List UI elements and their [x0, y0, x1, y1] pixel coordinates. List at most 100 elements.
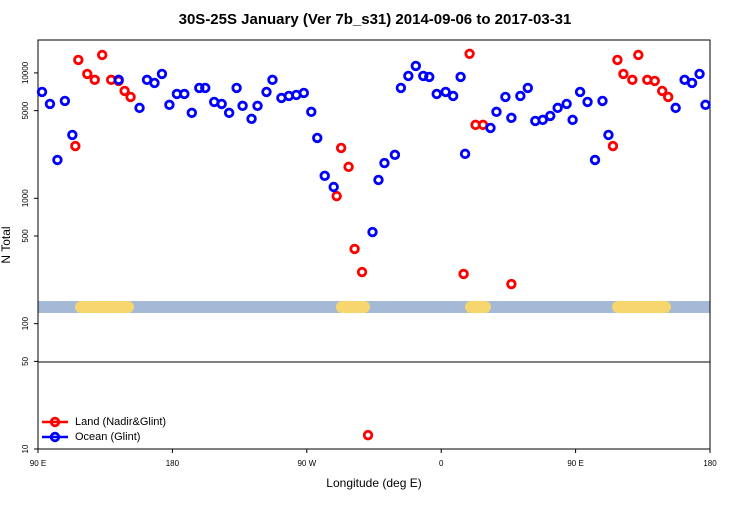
- point: [331, 190, 342, 202]
- point: [694, 68, 705, 80]
- point: [73, 54, 84, 66]
- point: [179, 88, 190, 100]
- point: [506, 278, 517, 290]
- point: [36, 86, 48, 98]
- point: [335, 142, 347, 154]
- point: [362, 429, 374, 441]
- point: [312, 132, 323, 144]
- point: [231, 82, 242, 94]
- point: [156, 68, 168, 80]
- point: [649, 75, 660, 87]
- point: [379, 157, 390, 169]
- point: [686, 77, 698, 89]
- point: [403, 70, 414, 82]
- map-strip: [38, 301, 710, 313]
- point: [67, 129, 78, 141]
- point: [603, 129, 614, 141]
- y-tick-label: 10000: [21, 61, 30, 84]
- point: [552, 102, 563, 114]
- legend-marker: [49, 431, 61, 443]
- point: [267, 74, 278, 86]
- land-strip: [336, 301, 370, 313]
- point: [52, 154, 63, 166]
- point: [246, 113, 257, 125]
- legend-marker: [49, 416, 61, 428]
- point: [589, 154, 601, 166]
- point: [216, 98, 227, 110]
- land-strip: [465, 301, 491, 313]
- point: [618, 68, 629, 80]
- chart-title: 30S-25S January (Ver 7b_s31) 2014-09-06 …: [179, 11, 572, 28]
- point: [700, 99, 711, 111]
- point: [440, 86, 451, 98]
- point: [491, 106, 502, 118]
- point: [561, 98, 572, 110]
- point: [662, 91, 674, 103]
- point: [125, 91, 136, 103]
- plot-frame: [37, 39, 711, 450]
- y-axis-label: N Total: [0, 226, 13, 263]
- point: [200, 82, 211, 94]
- y-tick-label: 1000: [21, 189, 30, 207]
- x-tick-label: 90 E: [30, 459, 46, 468]
- point: [607, 140, 619, 152]
- y-tick-label: 500: [21, 229, 30, 243]
- x-tick-label: 90 W: [297, 459, 316, 468]
- point: [522, 82, 534, 94]
- y-tick-label: 50: [21, 356, 30, 365]
- point: [670, 102, 681, 114]
- point: [298, 87, 310, 99]
- point: [389, 149, 401, 161]
- land-strip: [75, 301, 134, 313]
- point: [186, 107, 198, 119]
- legend-label: Land (Nadir&Glint): [75, 416, 166, 428]
- y-tick-label: 10: [21, 444, 30, 453]
- point: [59, 95, 71, 107]
- point: [395, 82, 407, 94]
- x-tick-label: 180: [703, 459, 717, 468]
- legend-label: Ocean (Glint): [75, 431, 140, 443]
- point: [627, 74, 638, 86]
- point: [515, 90, 526, 102]
- point: [82, 68, 93, 80]
- point: [500, 91, 511, 103]
- point: [149, 77, 160, 89]
- point: [612, 54, 623, 66]
- point: [113, 74, 124, 86]
- point: [657, 85, 668, 97]
- point: [458, 268, 469, 280]
- point: [447, 90, 459, 102]
- point: [70, 140, 81, 152]
- point: [464, 48, 475, 60]
- point: [119, 85, 130, 97]
- point: [410, 60, 422, 72]
- point: [506, 112, 517, 124]
- point: [567, 114, 578, 126]
- point: [97, 49, 108, 61]
- point: [44, 98, 56, 110]
- point: [306, 106, 317, 118]
- point: [545, 110, 556, 122]
- point: [431, 88, 442, 100]
- point: [343, 161, 354, 173]
- y-tick-label: 5000: [21, 101, 30, 119]
- x-tick-label: 180: [166, 459, 180, 468]
- point: [223, 107, 235, 119]
- point: [418, 70, 429, 82]
- y-tick-label: 100: [21, 316, 30, 330]
- x-tick-label: 90 E: [567, 459, 583, 468]
- x-tick-label: 0: [439, 459, 444, 468]
- point: [349, 243, 360, 255]
- point: [459, 148, 471, 160]
- point: [424, 71, 435, 83]
- point: [367, 226, 378, 238]
- point: [582, 96, 593, 108]
- x-axis-label: Longitude (deg E): [326, 476, 421, 490]
- point: [261, 86, 272, 98]
- point: [633, 49, 644, 61]
- point: [597, 95, 608, 107]
- point: [485, 122, 496, 134]
- point: [455, 71, 466, 83]
- point: [194, 82, 205, 94]
